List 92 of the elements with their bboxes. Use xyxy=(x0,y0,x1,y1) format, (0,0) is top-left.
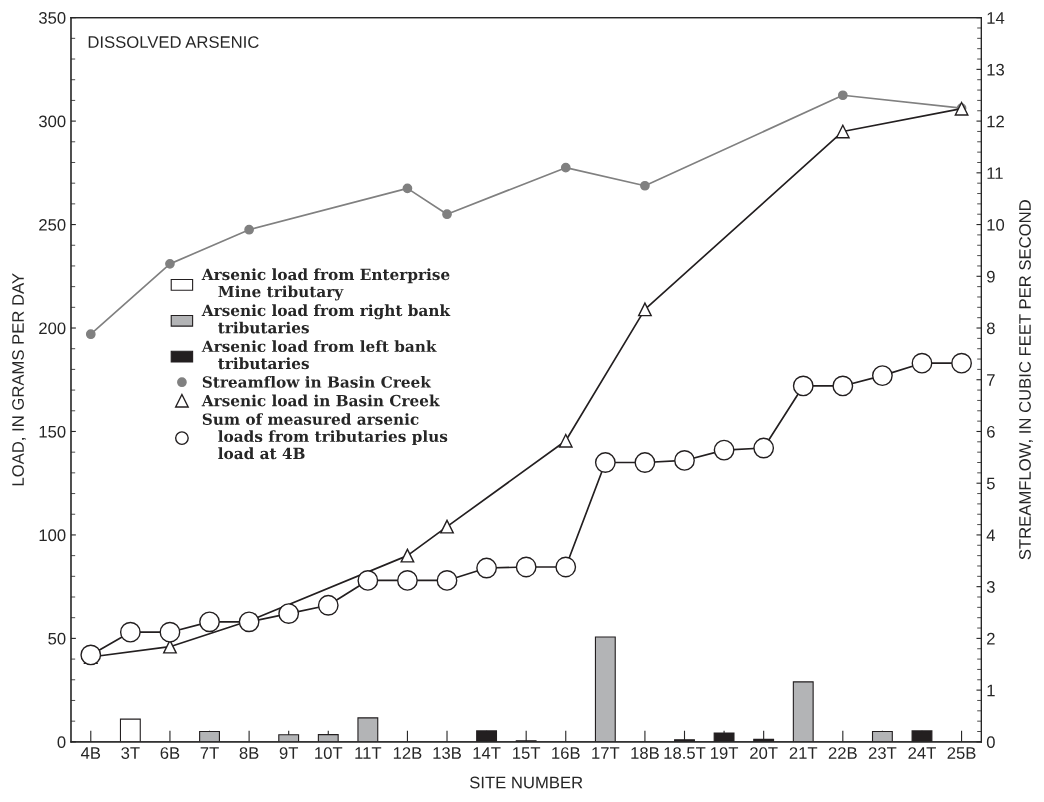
point xyxy=(317,594,339,616)
point xyxy=(792,375,814,397)
y2-tick-label: 12 xyxy=(987,115,1004,128)
point xyxy=(357,570,379,591)
point xyxy=(558,433,573,448)
y-tick-label: 100 xyxy=(39,529,66,542)
point xyxy=(674,450,695,471)
x-tick-label: 19T xyxy=(710,747,739,759)
text: DISSOLVED ARSENIC xyxy=(88,36,259,48)
point xyxy=(753,437,775,459)
point xyxy=(278,603,300,624)
point xyxy=(159,621,181,643)
point xyxy=(637,302,652,317)
x-tick-label: 17T xyxy=(592,747,620,759)
x-tick-label: 4B xyxy=(80,747,101,759)
point xyxy=(515,556,537,578)
point xyxy=(832,375,854,397)
x-tick-label: 23T xyxy=(868,747,897,759)
x-tick-label: 22B xyxy=(828,747,857,759)
y-tick-label: 150 xyxy=(39,425,66,438)
y2-tick-label: 13 xyxy=(987,63,1005,76)
legend-label: Sum of measured arsenic loads from tributaries plus load at 4B xyxy=(202,413,448,460)
x-tick-label: 20T xyxy=(750,747,778,759)
x-tick-label: 11T xyxy=(355,747,382,759)
y2-tick-label: 10 xyxy=(987,218,1005,231)
point xyxy=(244,224,254,235)
point xyxy=(713,439,735,461)
x-axis-title: SITE NUMBER xyxy=(469,776,583,789)
x-tick-label: 7T xyxy=(200,747,219,759)
y2-axis-title: STREAMFLOW, IN CUBIC FEET PER SECOND xyxy=(1019,200,1033,560)
y2-tick-label: 8 xyxy=(986,322,995,335)
y2-tick-label: 5 xyxy=(986,477,995,490)
y-axis-title: LOAD, IN GRAMS PER DAY xyxy=(12,273,26,486)
x-tick-label: 25B xyxy=(947,747,976,759)
x-tick-label: 6B xyxy=(160,747,180,759)
legend-label: Arsenic load from left bank tributaries xyxy=(201,340,437,370)
y-tick-label: 300 xyxy=(38,115,66,128)
y2-tick-label: 4 xyxy=(986,529,995,541)
point xyxy=(640,180,650,191)
point xyxy=(436,570,458,591)
y-tick-label: 200 xyxy=(39,322,66,335)
x-tick-label: 14T xyxy=(473,747,501,759)
y2-tick-label: 0 xyxy=(986,736,995,749)
x-tick-label: 8B xyxy=(239,747,259,759)
point xyxy=(238,611,260,633)
x-tick-label: 3T xyxy=(121,747,140,759)
x-tick-label: 10T xyxy=(315,747,343,759)
x-tick-label: 21T xyxy=(789,747,818,759)
x-tick-label: 18.5T xyxy=(664,747,706,759)
y2-tick-label: 11 xyxy=(987,167,1003,179)
point xyxy=(835,124,850,139)
point xyxy=(871,365,893,387)
point xyxy=(80,644,102,666)
point xyxy=(400,548,415,563)
point xyxy=(951,352,972,374)
legend-label: Streamflow in Basin Creek xyxy=(202,375,432,388)
point xyxy=(442,209,452,220)
y-tick-label: 50 xyxy=(48,632,66,645)
point xyxy=(911,352,933,374)
y2-tick-label: 2 xyxy=(987,632,995,645)
point xyxy=(199,611,220,633)
point xyxy=(594,452,616,473)
point xyxy=(837,90,848,101)
x-tick-label: 9T xyxy=(279,747,299,759)
x-tick-label: 13B xyxy=(433,747,461,759)
point xyxy=(476,557,498,579)
point xyxy=(634,452,656,473)
y-tick-label: 0 xyxy=(57,736,66,749)
y2-tick-label: 3 xyxy=(986,581,995,593)
y-tick-label: 250 xyxy=(39,218,66,231)
x-tick-label: 15T xyxy=(513,747,541,759)
point xyxy=(397,570,418,591)
x-tick-label: 12B xyxy=(393,747,422,759)
y-tick-label: 350 xyxy=(38,12,66,24)
point xyxy=(85,329,96,340)
y2-tick-label: 6 xyxy=(987,425,995,438)
x-tick-label: 16B xyxy=(552,747,580,759)
y2-tick-label: 7 xyxy=(987,374,995,386)
y2-tick-label: 14 xyxy=(987,12,1005,24)
point xyxy=(119,621,141,643)
x-tick-label: 18B xyxy=(631,747,659,759)
y2-tick-label: 1 xyxy=(987,684,995,697)
legend-label: Arsenic load from right bank tributaries xyxy=(201,304,451,334)
y2-tick-label: 9 xyxy=(987,270,995,283)
legend-label: Arsenic load in Basin Creek xyxy=(201,394,440,407)
x-tick-label: 24T xyxy=(908,747,936,759)
legend-label: Arsenic load from Enterprise Mine tributary xyxy=(201,268,450,301)
point xyxy=(440,519,454,534)
point xyxy=(555,556,577,578)
point xyxy=(402,183,413,194)
point xyxy=(560,162,571,173)
point xyxy=(165,259,175,269)
